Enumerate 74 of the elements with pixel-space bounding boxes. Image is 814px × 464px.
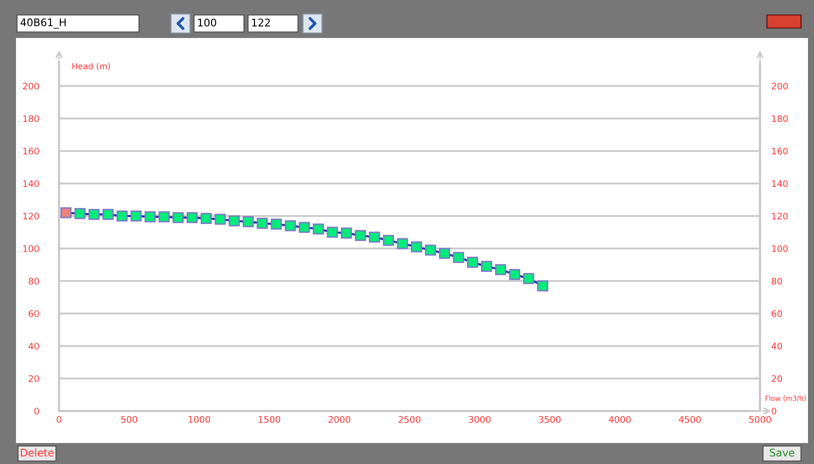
y2-tick-label: 120 [772, 212, 788, 220]
point [270, 218, 282, 230]
point [60, 207, 72, 218]
point [368, 232, 380, 243]
x-tick-label: 1000 [188, 416, 210, 423]
point [284, 220, 296, 232]
point [340, 228, 352, 239]
point [354, 230, 366, 242]
point [116, 210, 128, 222]
point [396, 238, 408, 250]
y-tick-label: 100 [23, 245, 39, 252]
point [509, 268, 520, 280]
x-tick-label: 0 [56, 416, 62, 423]
x-tick-label: 5000 [749, 416, 771, 423]
point [495, 264, 506, 276]
y2-tick-label: 100 [772, 245, 788, 252]
point [453, 252, 464, 263]
point [186, 212, 198, 224]
x-tick-label: 3500 [538, 416, 561, 423]
point [326, 226, 338, 238]
point [144, 211, 156, 222]
y-tick-label: 120 [23, 212, 39, 220]
point [130, 210, 142, 222]
point [74, 208, 86, 220]
point [228, 215, 240, 226]
y-tick-label: 200 [22, 82, 39, 90]
y-tick-label: 40 [28, 342, 39, 350]
x-tick-label: 500 [121, 416, 138, 423]
y-tick-label: 0 [34, 408, 39, 415]
point [172, 212, 184, 224]
x-tick-label: 4500 [678, 416, 701, 423]
y2-tick-label: 140 [772, 180, 788, 188]
y2-tick-label: 20 [772, 375, 782, 382]
y-tick-label: 20 [28, 375, 39, 382]
point [214, 214, 226, 225]
y2-tick-label: 160 [772, 148, 788, 155]
y2-tick-label: 0 [772, 408, 776, 415]
point [410, 241, 422, 252]
point [256, 218, 268, 229]
x-tick-label: 1500 [258, 416, 280, 423]
y2-tick-label: 200 [772, 82, 788, 90]
y-tick-label: 80 [28, 278, 39, 285]
y2-tick-label: 60 [772, 310, 782, 318]
y-tick-label: 60 [28, 310, 39, 318]
y-tick-label: 160 [23, 148, 39, 155]
y2-tick-label: 80 [772, 278, 782, 285]
point [424, 244, 436, 256]
point [200, 212, 212, 224]
point [382, 234, 394, 246]
y-tick-label: 140 [23, 180, 39, 188]
x-tick-label: 4000 [608, 416, 631, 423]
y2-tick-label: 40 [772, 342, 782, 350]
point [312, 223, 324, 235]
point [158, 211, 170, 222]
point [467, 256, 478, 268]
point [438, 248, 450, 259]
point [298, 222, 310, 233]
point [537, 280, 548, 292]
point [523, 273, 534, 284]
chart-title: 40B61_H [20, 18, 66, 29]
x-tick-label: 2000 [328, 416, 350, 423]
y2-tick-label: 180 [772, 115, 788, 122]
point [242, 216, 254, 228]
x-tick-label: 2500 [398, 416, 420, 423]
point [88, 208, 100, 220]
point [481, 260, 492, 272]
y-axis-title: Head (m) [72, 62, 110, 70]
y-tick-label: 180 [23, 115, 39, 122]
text: 100 [198, 18, 216, 27]
point [102, 208, 114, 220]
x-tick-label: 3000 [468, 416, 490, 423]
text: Save [770, 448, 794, 457]
text: Delete [20, 448, 54, 457]
text: 122 [252, 18, 270, 26]
